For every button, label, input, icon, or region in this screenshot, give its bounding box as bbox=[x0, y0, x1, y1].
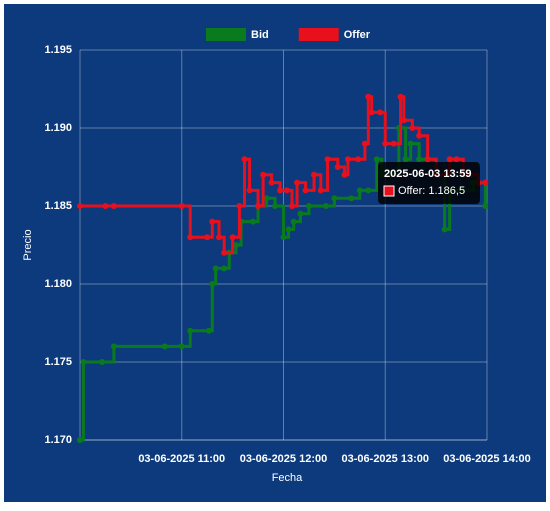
data-point bbox=[249, 218, 256, 225]
data-point bbox=[294, 179, 301, 186]
data-point bbox=[80, 359, 87, 365]
data-point bbox=[416, 132, 423, 139]
data-point bbox=[365, 187, 372, 194]
x-tick-label: 03-06-2025 11:00 bbox=[138, 453, 225, 465]
data-point bbox=[311, 171, 318, 178]
data-point bbox=[285, 226, 292, 233]
y-tick-label: 1.180 bbox=[44, 278, 72, 290]
data-point bbox=[297, 210, 304, 217]
data-point bbox=[277, 187, 284, 194]
data-point bbox=[268, 179, 275, 186]
y-tick-label: 1.195 bbox=[44, 44, 72, 56]
data-point bbox=[187, 327, 194, 334]
data-point bbox=[246, 187, 253, 194]
data-point bbox=[178, 343, 185, 350]
tooltip-label: Offer: 1.186,5 bbox=[398, 185, 465, 197]
data-point bbox=[348, 195, 355, 202]
data-point bbox=[209, 218, 216, 225]
legend-swatch bbox=[298, 28, 339, 41]
x-tick-label: 03-06-2025 13:00 bbox=[342, 453, 429, 465]
y-tick-label: 1.170 bbox=[44, 434, 72, 446]
data-point bbox=[236, 203, 243, 209]
data-point bbox=[187, 234, 194, 241]
data-point bbox=[390, 140, 397, 147]
data-point bbox=[373, 156, 380, 163]
data-point bbox=[334, 164, 341, 170]
data-point bbox=[356, 187, 363, 194]
data-point bbox=[302, 187, 309, 194]
data-point bbox=[178, 203, 185, 209]
data-point bbox=[482, 179, 489, 186]
x-tick-label: 03-06-2025 14:00 bbox=[443, 453, 530, 465]
data-point bbox=[221, 249, 228, 256]
data-point bbox=[221, 265, 228, 272]
data-point bbox=[290, 218, 297, 225]
y-axis-title: Precio bbox=[22, 229, 34, 260]
data-point bbox=[209, 281, 216, 287]
data-point bbox=[368, 109, 375, 116]
data-point bbox=[110, 203, 117, 209]
x-tick-label: 03-06-2025 12:00 bbox=[240, 453, 327, 465]
data-point bbox=[377, 109, 384, 116]
data-point bbox=[272, 203, 279, 209]
tooltip-swatch bbox=[383, 185, 395, 197]
data-point bbox=[283, 187, 290, 194]
data-point bbox=[99, 359, 106, 365]
series-line bbox=[80, 95, 486, 255]
data-point bbox=[77, 437, 83, 443]
data-point bbox=[355, 156, 362, 163]
data-point bbox=[402, 156, 409, 163]
data-point bbox=[288, 203, 295, 209]
data-point bbox=[317, 187, 324, 194]
chart-background bbox=[4, 4, 546, 502]
y-tick-label: 1.175 bbox=[44, 356, 72, 368]
data-point bbox=[305, 203, 312, 209]
data-point bbox=[102, 203, 109, 209]
data-point bbox=[241, 156, 248, 163]
y-tick-label: 1.190 bbox=[44, 122, 72, 134]
data-point bbox=[365, 93, 372, 100]
tooltip-title: 2025-06-03 13:59 bbox=[384, 168, 471, 180]
legend-label: Offer bbox=[344, 29, 371, 41]
data-point bbox=[400, 117, 407, 124]
data-point bbox=[453, 156, 460, 163]
data-point bbox=[260, 171, 267, 178]
data-point bbox=[212, 265, 219, 272]
data-point bbox=[397, 93, 404, 100]
x-axis-title: Fecha bbox=[272, 472, 303, 484]
data-point bbox=[205, 327, 212, 334]
data-point bbox=[161, 343, 168, 350]
data-point bbox=[322, 203, 329, 209]
data-point bbox=[77, 203, 83, 209]
data-point bbox=[382, 140, 389, 147]
data-point bbox=[324, 156, 331, 163]
data-point bbox=[482, 203, 489, 209]
data-point bbox=[407, 140, 414, 147]
y-tick-label: 1.185 bbox=[44, 200, 72, 212]
data-point bbox=[424, 156, 431, 163]
data-point bbox=[344, 156, 351, 163]
data-point bbox=[263, 195, 270, 202]
data-point bbox=[331, 195, 338, 202]
data-point bbox=[416, 156, 423, 163]
data-point bbox=[255, 203, 262, 209]
legend-swatch bbox=[206, 28, 246, 41]
tooltip-box bbox=[378, 162, 480, 204]
data-point bbox=[229, 234, 236, 241]
data-point bbox=[341, 171, 348, 178]
data-point bbox=[409, 125, 416, 131]
data-point bbox=[441, 226, 448, 233]
data-point bbox=[233, 242, 240, 248]
data-point bbox=[280, 234, 287, 241]
data-point bbox=[204, 234, 211, 241]
data-point bbox=[110, 343, 117, 350]
data-point bbox=[216, 234, 223, 241]
data-point bbox=[361, 140, 368, 147]
data-point bbox=[446, 156, 453, 163]
legend-label: Bid bbox=[251, 29, 269, 41]
